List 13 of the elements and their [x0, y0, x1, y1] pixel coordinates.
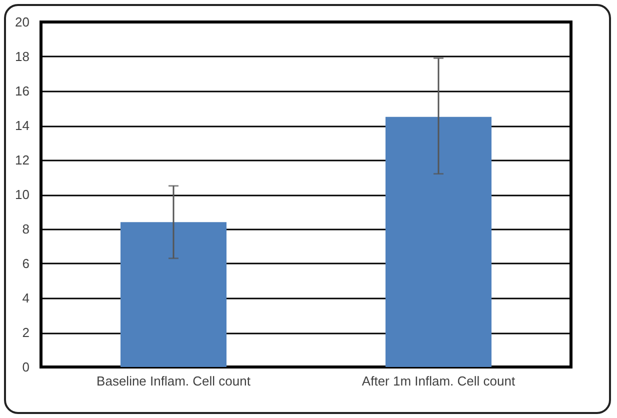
y-tick-label: 14 — [15, 118, 30, 133]
y-tick-label: 10 — [15, 187, 30, 202]
y-tick-label: 2 — [22, 325, 30, 340]
y-tick-label: 4 — [22, 290, 30, 306]
y-tick-label: 18 — [15, 49, 30, 64]
y-tick-label: 12 — [15, 152, 30, 168]
x-tick-label: After 1m Inflam. Cell count — [362, 374, 516, 388]
y-tick-label: 20 — [15, 14, 30, 30]
y-tick-label: 8 — [22, 222, 30, 236]
x-tick-label: Baseline Inflam. Cell count — [96, 374, 251, 388]
y-tick-label: 16 — [15, 84, 30, 98]
y-tick-label: 6 — [22, 256, 30, 271]
y-tick-label: 0 — [22, 360, 30, 374]
